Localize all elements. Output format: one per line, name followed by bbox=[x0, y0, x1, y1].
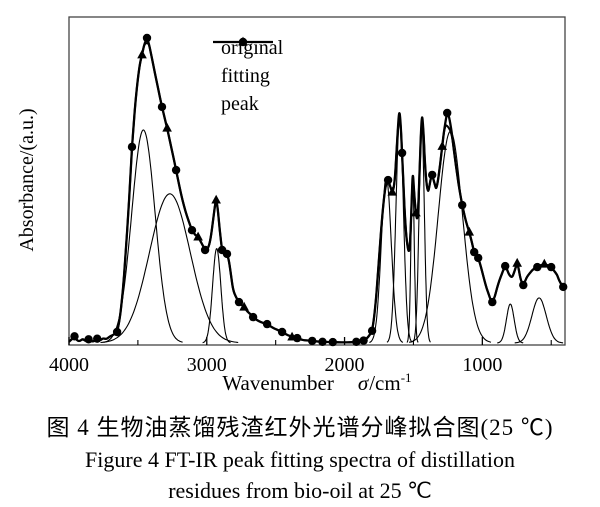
original-marker bbox=[248, 312, 258, 322]
original-marker bbox=[397, 148, 407, 158]
original-marker bbox=[171, 165, 181, 175]
x-axis-label: Wavenumber σ/cm-1 bbox=[69, 370, 565, 396]
original-marker bbox=[277, 327, 287, 337]
fitting-marker bbox=[211, 194, 221, 204]
x-axis-label-word: Wavenumber bbox=[222, 371, 334, 395]
fitting-marker bbox=[287, 331, 297, 341]
original-marker bbox=[501, 261, 510, 271]
spectra-plot-canvas: 4000 3000 2000 1000 bbox=[49, 16, 568, 376]
original-marker bbox=[70, 332, 79, 341]
original-marker bbox=[428, 170, 437, 180]
original-marker bbox=[308, 336, 317, 346]
x-axis-unit-exponent: -1 bbox=[400, 370, 412, 385]
original-marker bbox=[187, 226, 197, 235]
fitting-marker bbox=[464, 226, 475, 236]
original-marker bbox=[318, 337, 327, 346]
triangle-marker-icon bbox=[238, 36, 248, 46]
original-marker bbox=[200, 245, 210, 255]
y-axis-label: Absorbance/(a.u.) bbox=[16, 108, 38, 252]
original-marker bbox=[112, 327, 122, 337]
original-marker bbox=[533, 262, 542, 272]
original-marker bbox=[443, 108, 452, 118]
original-marker bbox=[547, 262, 556, 272]
fitting-marker bbox=[411, 207, 421, 217]
fitting-marker bbox=[193, 231, 203, 241]
fitting-marker bbox=[162, 122, 172, 132]
original-marker bbox=[157, 102, 167, 112]
component-peak-curve bbox=[202, 248, 231, 344]
component-peak-curve bbox=[408, 130, 492, 343]
legend: original fitting peak bbox=[212, 34, 283, 118]
original-marker bbox=[458, 200, 467, 210]
legend-item-peak: peak bbox=[212, 41, 283, 118]
fitting-marker bbox=[387, 186, 398, 196]
x-tick-label: 2000 bbox=[325, 354, 365, 376]
legend-label-fitting: fitting bbox=[221, 64, 270, 87]
original-marker bbox=[359, 336, 368, 345]
fitting-marker bbox=[539, 258, 550, 268]
caption-english-line2: residues from bio-oil at 25 ℃ bbox=[168, 478, 432, 503]
component-peak-curve bbox=[103, 129, 183, 343]
original-marker bbox=[474, 253, 483, 263]
fitting-marker bbox=[137, 49, 147, 59]
fitting-marker bbox=[437, 141, 448, 150]
figure-caption: 图 4 生物油蒸馏残渣红外光谱分峰拟合图(25 ℃) Figure 4 FT-I… bbox=[0, 408, 600, 504]
original-marker bbox=[84, 335, 93, 344]
sigma-symbol: σ bbox=[357, 371, 369, 395]
original-marker bbox=[367, 326, 377, 335]
original-marker bbox=[352, 337, 361, 346]
plot-frame bbox=[68, 16, 566, 346]
component-peak-curve bbox=[497, 303, 524, 344]
original-marker bbox=[262, 319, 272, 329]
x-tick-label: 1000 bbox=[462, 354, 502, 376]
x-tick-label: 4000 bbox=[49, 354, 89, 376]
x-tick-label: 3000 bbox=[187, 354, 227, 376]
original-curve bbox=[68, 38, 566, 344]
fitting-marker bbox=[239, 301, 249, 311]
original-marker bbox=[222, 249, 232, 259]
component-peak-curve bbox=[100, 193, 239, 344]
legend-item-fitting: fitting bbox=[212, 36, 283, 90]
component-peak-curve bbox=[514, 297, 564, 344]
original-marker bbox=[127, 142, 137, 152]
caption-english-line1: Figure 4 FT-IR peak fitting spectra of d… bbox=[85, 447, 515, 472]
original-marker bbox=[93, 334, 102, 343]
original-marker bbox=[383, 175, 393, 185]
fitting-marker bbox=[512, 257, 522, 267]
original-marker bbox=[142, 33, 152, 43]
original-marker bbox=[519, 280, 528, 290]
x-axis-unit: /cm bbox=[369, 371, 401, 395]
legend-peak-line bbox=[213, 41, 273, 43]
original-marker bbox=[234, 297, 244, 307]
legend-label-peak: peak bbox=[221, 92, 259, 115]
caption-chinese: 图 4 生物油蒸馏残渣红外光谱分峰拟合图(25 ℃) bbox=[46, 415, 554, 440]
original-marker bbox=[488, 297, 497, 307]
original-marker bbox=[559, 282, 568, 292]
ftir-chart: 4000 3000 2000 1000 Absorbance/(a.u.) Waven… bbox=[16, 16, 568, 396]
original-marker bbox=[328, 337, 337, 347]
